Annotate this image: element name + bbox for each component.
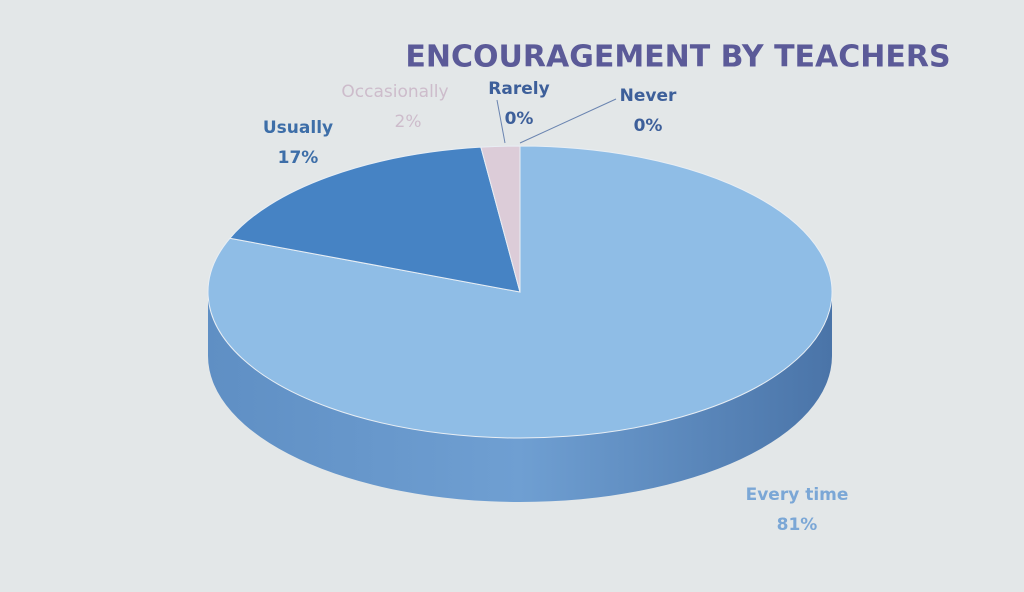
data-label-name: Every time (746, 485, 849, 505)
data-label-value: 0% (634, 116, 663, 136)
data-label-name: Rarely (488, 79, 549, 99)
chart-title: ENCOURAGEMENT BY TEACHERS (405, 40, 950, 75)
data-label-name: Never (620, 86, 677, 106)
data-label-value: 0% (505, 109, 534, 129)
data-label-value: 81% (777, 515, 818, 535)
pie-slice (207, 145, 833, 439)
pie (207, 145, 833, 502)
data-label-name: Usually (263, 118, 333, 138)
leader-line (496, 99, 506, 144)
pie-side (208, 292, 832, 502)
pie-slice (228, 146, 521, 293)
data-label-value: 17% (278, 148, 319, 168)
data-label-value: 2% (395, 112, 422, 132)
data-label-name: Occasionally (341, 82, 448, 102)
leader-line (519, 98, 617, 144)
